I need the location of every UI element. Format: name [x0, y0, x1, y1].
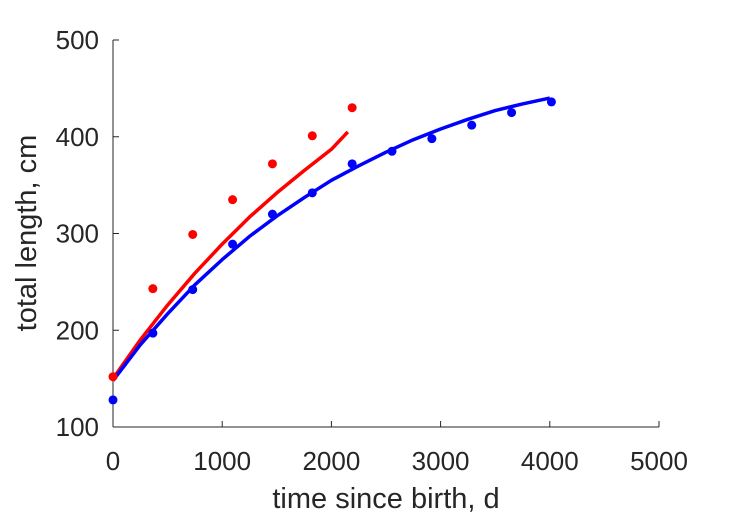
y-axis-title: total length, cm — [11, 135, 43, 332]
y-tick-label: 400 — [56, 122, 99, 152]
red-data-point — [347, 103, 357, 113]
blue-data-point — [507, 108, 517, 118]
blue-data-point — [267, 209, 277, 219]
blue-data-point — [467, 120, 477, 130]
red-data-point — [148, 284, 158, 294]
blue-data-point — [307, 188, 317, 198]
blue-data-point — [188, 285, 198, 295]
x-tick-label: 1000 — [193, 446, 251, 476]
plot-area — [108, 96, 556, 405]
red-fit-line — [111, 130, 350, 380]
blue-data-point — [108, 395, 118, 405]
ticks: 0 1000 2000 3000 4000 5000 100 200 300 400 500 — [56, 25, 688, 476]
blue-data-point — [228, 239, 238, 249]
x-tick-label: 4000 — [521, 446, 579, 476]
red-data-point — [307, 131, 317, 141]
blue-data-point — [427, 134, 437, 144]
blue-fit-line — [111, 96, 551, 382]
y-tick-label: 200 — [56, 315, 99, 345]
x-axis-title: time since birth, d — [272, 483, 499, 515]
blue-data-point — [347, 159, 357, 169]
red-data-point — [228, 195, 238, 205]
red-data-point — [267, 159, 277, 169]
red-data-point — [188, 229, 198, 239]
red-data-point — [108, 372, 118, 382]
y-tick-label: 500 — [56, 25, 99, 55]
blue-data-point — [148, 328, 158, 338]
x-tick-label: 2000 — [302, 446, 360, 476]
blue-data-point — [387, 146, 397, 156]
x-tick-label: 3000 — [412, 446, 470, 476]
x-tick-label: 5000 — [630, 446, 688, 476]
y-tick-label: 100 — [56, 412, 99, 442]
x-tick-label: 0 — [106, 446, 120, 476]
blue-data-point — [546, 97, 556, 107]
y-tick-label: 300 — [56, 219, 99, 249]
